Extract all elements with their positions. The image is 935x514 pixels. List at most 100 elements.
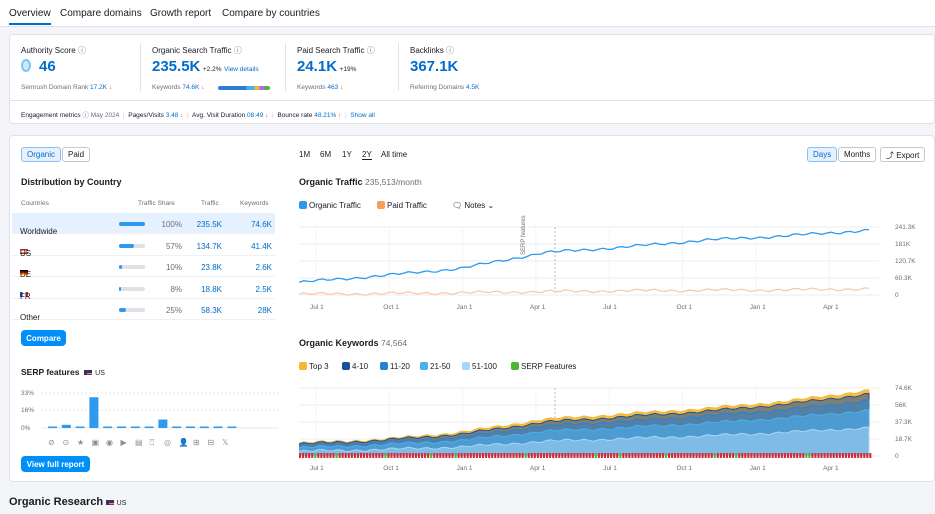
serp-bar[interactable]: [75, 426, 85, 429]
serp-bar[interactable]: [172, 426, 182, 429]
legend-paid-traffic[interactable]: Paid Traffic: [377, 201, 427, 210]
serp-bar[interactable]: [158, 419, 168, 428]
serp-feature-marker: [390, 453, 393, 458]
serp-feature-icon[interactable]: ▤: [135, 438, 143, 447]
traffic-value[interactable]: 58.3K: [201, 306, 222, 315]
serp-feature-icon[interactable]: ⊞: [193, 438, 200, 447]
serp-feature-marker: [716, 453, 719, 458]
compare-button[interactable]: Compare: [21, 330, 66, 346]
traffic-value[interactable]: 235.5K: [196, 220, 222, 229]
country-row[interactable]: US 57% 134.7K 41.4K: [12, 235, 275, 258]
period-1y[interactable]: 1Y: [342, 150, 352, 159]
serp-bar[interactable]: [117, 426, 126, 429]
serp-bar[interactable]: [213, 426, 223, 429]
serp-feature-icon[interactable]: 𝕏: [222, 438, 229, 447]
show-all-link[interactable]: Show all: [350, 112, 375, 119]
country-row[interactable]: Other 25% 58.3K 28K: [12, 299, 275, 322]
paid-toggle[interactable]: Paid: [62, 147, 91, 162]
serp-feature-marker: [860, 453, 863, 458]
serp-bar[interactable]: [103, 426, 113, 429]
serp-feature-icon[interactable]: ▶: [121, 438, 128, 447]
country-row[interactable]: Worldwide 100% 235.5K 74.6K: [12, 213, 275, 236]
serp-feature-icon[interactable]: ⊙: [63, 438, 70, 447]
view-details-link[interactable]: View details: [224, 66, 259, 73]
serp-feature-marker: [707, 453, 710, 458]
tab-compare-domains[interactable]: Compare domains: [60, 8, 142, 19]
keywords-value[interactable]: 74.6K: [251, 220, 272, 229]
period-1m[interactable]: 1M: [299, 150, 311, 159]
traffic-value[interactable]: 18.8K: [201, 284, 222, 294]
notes-dropdown[interactable]: 🗨 Notes ⌄: [452, 201, 495, 210]
serp-feature-marker: [369, 453, 372, 458]
traffic-value[interactable]: 23.8K: [201, 263, 222, 272]
serp-feature-icon[interactable]: ▣: [92, 438, 100, 447]
tab-growth-report[interactable]: Growth report: [150, 8, 212, 19]
y-axis-label: 18.7K: [895, 436, 913, 443]
legend-11-20[interactable]: 11-20: [380, 362, 410, 371]
legend-21-50[interactable]: 21-50: [420, 362, 450, 371]
keywords-value[interactable]: 2.6K: [255, 263, 272, 272]
months-button[interactable]: Months: [838, 147, 877, 162]
legend-4-10[interactable]: 4-10: [342, 362, 368, 371]
legend-51-100[interactable]: 51-100: [462, 362, 497, 371]
y-axis-label: 37.3K: [895, 419, 913, 426]
serp-feature-marker: [430, 453, 433, 458]
legend-organic-traffic[interactable]: Organic Traffic: [299, 201, 361, 210]
country-row[interactable]: FR 8% 18.8K 2.5K: [12, 278, 275, 301]
serp-feature-icon[interactable]: ◎: [164, 438, 171, 447]
export-button[interactable]: ⤴ Export: [880, 147, 926, 162]
serp-feature-icon[interactable]: ⍞: [150, 438, 155, 447]
view-full-report-button[interactable]: View full report: [21, 456, 90, 472]
serp-bar[interactable]: [89, 397, 99, 428]
serp-feature-marker: [509, 453, 512, 458]
period-2y[interactable]: 2Y: [362, 150, 372, 160]
serp-feature-marker: [652, 453, 655, 458]
serp-feature-marker: [314, 453, 317, 458]
serp-feature-icon[interactable]: ⊟: [208, 438, 215, 447]
x-axis-label: Oct 1: [383, 465, 399, 472]
serp-feature-marker: [302, 453, 305, 458]
x-axis-label: Jan 1: [457, 465, 473, 472]
serp-feature-icon[interactable]: 👤: [179, 437, 189, 447]
serp-bar[interactable]: [130, 426, 140, 429]
serp-bar[interactable]: [199, 426, 209, 429]
serp-bar[interactable]: [144, 426, 154, 429]
country-row[interactable]: DE 10% 23.8K 2.6K: [12, 256, 275, 279]
serp-feature-marker: [350, 453, 353, 458]
period-6m[interactable]: 6M: [320, 150, 332, 159]
serp-feature-marker: [683, 453, 686, 458]
traffic-share: 25%: [165, 306, 182, 315]
serp-bar[interactable]: [227, 426, 237, 429]
serp-bar[interactable]: [48, 426, 57, 429]
serp-feature-icon[interactable]: ⊘: [48, 438, 55, 447]
x-axis-label: Apr 1: [823, 304, 839, 311]
legend-top-3[interactable]: Top 3: [299, 362, 329, 371]
keywords-value[interactable]: 28K: [257, 306, 272, 315]
serp-feature-marker: [597, 453, 600, 458]
keywords-value[interactable]: 2.5K: [255, 284, 272, 294]
period-all-time[interactable]: All time: [381, 150, 408, 159]
serp-feature-marker: [738, 453, 741, 458]
serp-feature-marker: [405, 453, 408, 458]
serp-y-label: 33%: [21, 390, 34, 397]
y-axis-label: 241.3K: [895, 224, 916, 231]
serp-bar[interactable]: [61, 424, 71, 428]
keywords-value[interactable]: 41.4K: [251, 241, 272, 251]
organic-toggle[interactable]: Organic: [21, 147, 62, 162]
serp-feature-marker: [753, 453, 756, 458]
serp-feature-marker: [790, 453, 793, 458]
organic-traffic-line: [299, 228, 870, 283]
legend-serp-features[interactable]: SERP Features: [511, 362, 576, 371]
traffic-value[interactable]: 134.7K: [196, 241, 222, 251]
days-button[interactable]: Days: [807, 147, 838, 162]
y-axis-label: 120.7K: [895, 258, 916, 265]
serp-feature-marker: [631, 453, 634, 458]
serp-feature-marker: [616, 453, 619, 458]
organic-traffic-label: Organic Search Traffic ⓘ: [152, 46, 242, 55]
serp-feature-icon[interactable]: ◉: [106, 438, 113, 447]
tab-compare-by-countries[interactable]: Compare by countries: [222, 8, 320, 19]
serp-feature-icon[interactable]: ★: [77, 438, 84, 447]
serp-feature-marker: [527, 453, 530, 458]
tab-overview[interactable]: Overview: [9, 8, 51, 25]
serp-bar[interactable]: [186, 426, 195, 429]
